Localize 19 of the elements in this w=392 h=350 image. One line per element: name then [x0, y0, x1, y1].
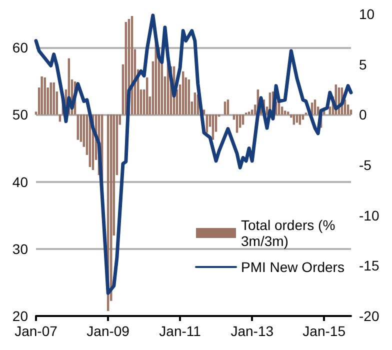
legend-label: PMI New Orders	[241, 259, 344, 275]
y2-tick-label: -5	[359, 157, 372, 173]
x-tick-label: Jan-09	[86, 323, 130, 339]
x-tick-label: Jan-07	[14, 323, 58, 339]
y2-tick-label: 0	[359, 106, 367, 123]
y-tick-label: 40	[12, 174, 28, 190]
y-tick-label: 20	[12, 308, 28, 324]
x-tick-label: Jan-11	[159, 323, 202, 339]
y-tick-label: 60	[12, 40, 28, 56]
y2-tick-label: -20	[359, 308, 380, 324]
x-tick-label: Jan-13	[230, 323, 274, 339]
legend-label: Total orders (% 3m/3m)	[241, 217, 340, 249]
y2-tick-label: 5	[359, 56, 367, 72]
y-tick-label: 50	[12, 106, 28, 123]
x-tick-label: Jan-15	[302, 323, 346, 339]
y2-tick-label: -10	[359, 207, 380, 224]
y2-tick-label: 10	[359, 6, 375, 22]
y2-tick-label: -15	[359, 258, 380, 274]
y-tick-label: 30	[12, 240, 28, 257]
